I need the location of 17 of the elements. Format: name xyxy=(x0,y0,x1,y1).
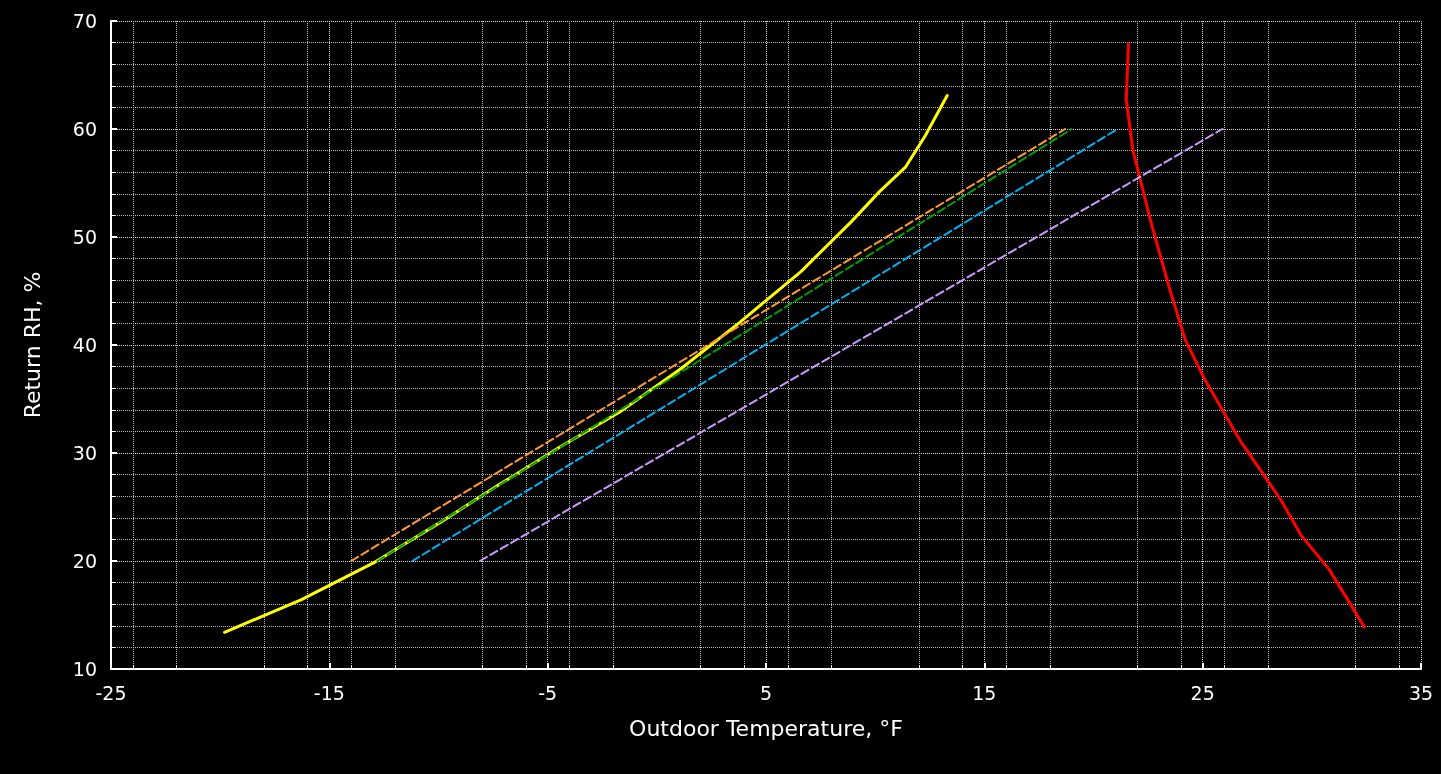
x-tick-label: -5 xyxy=(538,681,558,704)
x-axis-title: Outdoor Temperature, °F xyxy=(629,715,903,741)
line-series xyxy=(1124,42,1366,629)
x-tick-label: 35 xyxy=(1408,681,1434,704)
y-tick-label: 40 xyxy=(72,334,97,356)
y-tick-label: 70 xyxy=(72,10,97,32)
y-tick-label: 50 xyxy=(72,226,97,248)
x-tick-label: -25 xyxy=(95,681,127,704)
y-axis-title: Return RH, % xyxy=(19,271,45,419)
y-tick-label: 10 xyxy=(72,658,97,680)
y-tick-label: 30 xyxy=(72,442,97,464)
x-tick-label: 25 xyxy=(1190,681,1215,704)
y-tick-label: 20 xyxy=(72,550,97,572)
x-tick-label: 15 xyxy=(972,681,997,704)
x-tick-label: -15 xyxy=(313,681,345,704)
x-tick-label: 5 xyxy=(759,681,773,704)
y-tick-label: 60 xyxy=(72,118,97,140)
